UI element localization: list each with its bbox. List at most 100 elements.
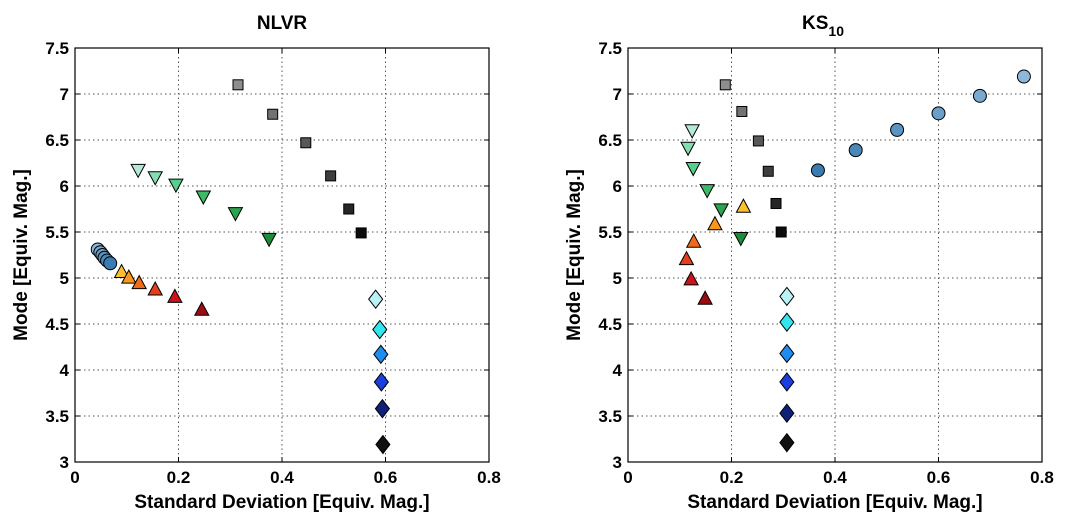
x-tick-labels: 0 0.2 0.4 0.6 0.8 [623,468,1054,487]
square-marker [736,105,748,117]
chart-title-subscript: 10 [828,23,844,39]
chart-title-main: KS [802,13,828,34]
square-marker [232,79,244,91]
square-marker [343,203,355,215]
square-marker [355,227,367,239]
diamond-marker [779,286,795,307]
triangle-down-marker [147,171,164,186]
y-tick-label: 6.5 [598,131,622,150]
y-tick-label: 7 [613,85,622,104]
x-tick-label: 0.4 [823,468,847,487]
triangle-up-marker [678,250,695,266]
x-tick-label: 0.6 [374,468,398,487]
triangle-down-marker [699,184,716,199]
chart-title: KS10 [802,13,844,39]
circle-marker [810,163,825,178]
square-marker [775,226,787,238]
diamond-marker [373,372,389,392]
y-tick-label: 5 [613,269,622,288]
grid-lines [74,47,490,463]
triangle-down-marker [680,141,696,157]
triangle-down-marker [685,162,702,177]
triangle-down-marker [227,207,244,222]
diamond-marker [374,398,391,419]
chart-title: NLVR [257,13,308,34]
y-tick-labels: 3 3.5 4 4.5 5 5.5 6 6.5 7 7.5 [45,39,69,472]
diamond-marker [368,289,384,309]
triangle-up-marker [167,288,183,303]
x-axis-label: Standard Deviation [Equiv. Mag.] [687,492,982,513]
y-tick-label: 6 [60,177,69,196]
grid-lines [627,47,1043,463]
triangle-down-marker [195,190,212,206]
triangle-up-marker [685,233,702,248]
triangle-down-marker [168,178,184,194]
triangle-down-marker [713,203,729,218]
x-tick-labels: 0 0.2 0.4 0.6 0.8 [70,468,501,487]
diamond-marker [375,434,391,455]
x-tick-label: 0.4 [270,468,294,487]
diamond-marker [373,344,389,365]
x-tick-label: 0.2 [167,468,191,487]
y-tick-label: 7.5 [598,39,622,58]
square-marker [719,79,731,91]
x-tick-label: 0 [70,468,79,487]
y-tick-label: 4.5 [45,315,69,334]
square-marker [762,165,774,177]
circle-marker [103,256,118,271]
square-marker [300,137,312,149]
triangle-up-marker [697,290,713,305]
y-tick-label: 4.5 [598,315,622,334]
x-tick-label: 0.2 [720,468,744,487]
y-tick-label: 3 [60,453,69,472]
y-tick-label: 6 [613,177,622,196]
data-marks [90,79,391,455]
y-tick-label: 3.5 [598,407,622,426]
y-tick-label: 3 [613,453,622,472]
circle-marker [890,122,905,137]
y-tick-label: 5.5 [598,223,622,242]
x-axis-label: Standard Deviation [Equiv. Mag.] [134,492,429,513]
diamond-marker [779,403,795,424]
triangle-up-marker [683,270,699,286]
triangle-up-marker [193,301,210,316]
square-marker [325,170,337,182]
x-tick-label: 0.8 [1030,468,1054,487]
diamond-marker [779,343,795,364]
y-tick-label: 7 [60,85,69,104]
triangle-up-marker [120,269,137,284]
triangle-down-marker [732,231,749,247]
y-tick-label: 5.5 [45,223,69,242]
diamond-marker [779,312,795,332]
circle-marker [931,106,946,121]
y-tick-label: 4 [60,361,70,380]
x-tick-label: 0.6 [927,468,951,487]
y-tick-label: 5 [60,269,69,288]
triangle-down-marker [261,232,277,248]
y-tick-labels: 3 3.5 4 4.5 5 5.5 6 6.5 7 7.5 [598,39,622,472]
triangle-up-marker [113,263,130,279]
x-tick-label: 0 [623,468,632,487]
triangle-up-marker [735,198,752,213]
square-marker [770,197,782,209]
triangle-down-marker [130,163,146,179]
chart-panel-left: 0 0.2 0.4 0.6 0.8 33.544.555.566.577.5 NLVR … [11,13,501,513]
diamond-marker [372,319,388,340]
y-axis-label: Mode [Equiv. Mag.] [11,169,32,341]
data-marks [678,69,1031,453]
square-marker [752,135,764,147]
circle-marker [972,88,987,103]
triangle-down-marker [684,124,701,139]
diamond-marker [779,432,795,453]
y-tick-label: 6.5 [45,131,69,150]
triangle-up-marker [707,215,723,231]
y-tick-label: 4 [613,361,623,380]
x-tick-label: 0.8 [477,468,501,487]
square-marker [267,108,279,120]
triangle-up-marker [147,280,164,296]
y-axis-label: Mode [Equiv. Mag.] [564,169,585,341]
chart-panel-right: 0 0.2 0.4 0.6 0.8 33.544.555.566.577.5 KS10 … [564,13,1054,513]
circle-marker [1016,69,1031,84]
